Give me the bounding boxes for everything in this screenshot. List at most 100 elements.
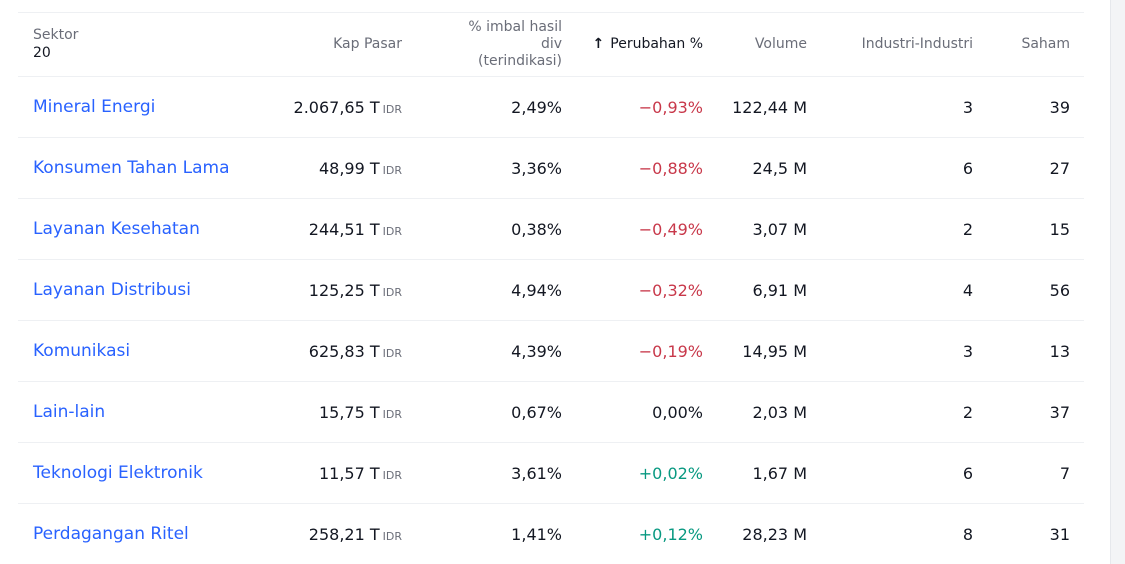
column-header-market-cap[interactable]: Kap Pasar <box>248 12 416 77</box>
table-row[interactable]: Layanan Kesehatan 244,51 T IDR 0,38% −0,49% 3… <box>18 199 1084 260</box>
industries-cell: 6 <box>962 158 973 178</box>
table-body: Mineral Energi 2.067,65 T IDR 2,49% −0,93% 12… <box>18 77 1084 564</box>
sector-link[interactable]: Layanan Kesehatan <box>33 219 200 239</box>
currency-label: IDR <box>382 346 402 360</box>
sort-ascending-icon: ↑ <box>592 36 605 52</box>
sector-link[interactable]: Perdagangan Ritel <box>33 524 189 544</box>
div-yield-cell: 0,38% <box>511 219 562 239</box>
stocks-cell: 39 <box>1049 97 1070 117</box>
change-cell: −0,93% <box>638 97 703 117</box>
market-cap-cell: 11,57 T IDR <box>248 443 416 504</box>
sector-cell: Lain-lain <box>18 382 248 443</box>
table-row[interactable]: Konsumen Tahan Lama 48,99 T IDR 3,36% −0,88%… <box>18 138 1084 199</box>
stocks-cell: 56 <box>1049 280 1070 300</box>
table-row[interactable]: Mineral Energi 2.067,65 T IDR 2,49% −0,93% 12… <box>18 77 1084 138</box>
industries-cell: 3 <box>962 97 973 117</box>
div-yield-cell: 1,41% <box>511 524 562 544</box>
stocks-cell: 31 <box>1049 524 1070 544</box>
industries-cell: 2 <box>962 219 973 239</box>
industries-cell: 4 <box>962 280 973 300</box>
change-cell: +0,02% <box>638 463 703 483</box>
volume-cell: 28,23 M <box>742 524 807 544</box>
sector-header-label: Sektor <box>33 27 79 43</box>
volume-cell: 1,67 M <box>752 463 807 483</box>
industries-cell: 6 <box>962 463 973 483</box>
market-cap-value: 11,57 T <box>318 463 380 483</box>
div-yield-cell: 2,49% <box>511 97 562 117</box>
right-edge-panel <box>1110 0 1125 564</box>
column-header-change[interactable]: ↑ Perubahan % <box>576 12 717 77</box>
table-row[interactable]: Layanan Distribusi 125,25 T IDR 4,94% −0,32%… <box>18 260 1084 321</box>
currency-label: IDR <box>382 163 402 177</box>
div-yield-cell: 3,36% <box>511 158 562 178</box>
currency-label: IDR <box>382 529 402 543</box>
currency-label: IDR <box>382 468 402 482</box>
market-cap-cell: 258,21 T IDR <box>248 504 416 564</box>
sector-cell: Perdagangan Ritel <box>18 504 248 564</box>
currency-label: IDR <box>382 102 402 116</box>
market-cap-value: 125,25 T <box>308 280 380 300</box>
sector-count: 20 <box>33 45 51 61</box>
sector-cell: Layanan Kesehatan <box>18 199 248 260</box>
sector-table: Sektor 20 Kap Pasar % imbal hasil div (t… <box>18 12 1084 564</box>
column-header-div-yield[interactable]: % imbal hasil div (terindikasi) <box>416 12 576 77</box>
sector-link[interactable]: Lain-lain <box>33 402 106 422</box>
div-yield-header-line2: div <box>540 36 562 52</box>
table-row[interactable]: Komunikasi 625,83 T IDR 4,39% −0,19% 14,95 M 3… <box>18 321 1084 382</box>
industries-cell: 2 <box>962 402 973 422</box>
industries-cell: 3 <box>962 341 973 361</box>
currency-label: IDR <box>382 407 402 421</box>
sector-cell: Layanan Distribusi <box>18 260 248 321</box>
volume-cell: 122,44 M <box>732 97 807 117</box>
div-yield-cell: 0,67% <box>511 402 562 422</box>
table-row[interactable]: Teknologi Elektronik 11,57 T IDR 3,61% +0,02… <box>18 443 1084 504</box>
market-cap-value: 244,51 T <box>308 219 380 239</box>
sector-cell: Komunikasi <box>18 321 248 382</box>
column-header-volume[interactable]: Volume <box>717 12 821 77</box>
volume-cell: 3,07 M <box>752 219 807 239</box>
change-cell: −0,49% <box>638 219 703 239</box>
stocks-header-label: Saham <box>1021 36 1070 52</box>
market-cap-value: 258,21 T <box>308 524 380 544</box>
market-cap-value: 2.067,65 T <box>293 97 380 117</box>
industries-header-label: Industri-Industri <box>861 36 973 52</box>
change-cell: −0,19% <box>638 341 703 361</box>
sector-cell: Konsumen Tahan Lama <box>18 138 248 199</box>
market-cap-value: 48,99 T <box>318 158 380 178</box>
table-row[interactable]: Perdagangan Ritel 258,21 T IDR 1,41% +0,12% 2… <box>18 504 1084 564</box>
market-cap-cell: 2.067,65 T IDR <box>248 77 416 138</box>
change-cell: +0,12% <box>638 524 703 544</box>
volume-cell: 6,91 M <box>752 280 807 300</box>
header-row: Sektor 20 Kap Pasar % imbal hasil div (t… <box>18 12 1084 77</box>
div-yield-cell: 4,39% <box>511 341 562 361</box>
stocks-cell: 15 <box>1049 219 1070 239</box>
market-cap-cell: 15,75 T IDR <box>248 382 416 443</box>
change-cell: −0,32% <box>638 280 703 300</box>
table-row[interactable]: Lain-lain 15,75 T IDR 0,67% 0,00% 2,03 M 2 37 <box>18 382 1084 443</box>
sector-link[interactable]: Komunikasi <box>33 341 131 361</box>
table-header: Sektor 20 Kap Pasar % imbal hasil div (t… <box>18 12 1084 77</box>
market-cap-cell: 48,99 T IDR <box>248 138 416 199</box>
market-cap-cell: 244,51 T IDR <box>248 199 416 260</box>
sector-link[interactable]: Mineral Energi <box>33 97 156 117</box>
market-cap-value: 625,83 T <box>308 341 380 361</box>
stocks-cell: 37 <box>1049 402 1070 422</box>
sector-link[interactable]: Layanan Distribusi <box>33 280 191 300</box>
column-header-sector[interactable]: Sektor 20 <box>18 12 248 77</box>
change-header-label: Perubahan % <box>610 36 703 52</box>
stocks-cell: 13 <box>1049 341 1070 361</box>
column-header-stocks[interactable]: Saham <box>987 12 1084 77</box>
market-cap-header-label: Kap Pasar <box>333 36 402 52</box>
market-cap-value: 15,75 T <box>318 402 380 422</box>
stocks-cell: 27 <box>1049 158 1070 178</box>
sector-link[interactable]: Teknologi Elektronik <box>33 463 203 483</box>
column-header-industries[interactable]: Industri-Industri <box>821 12 987 77</box>
div-yield-header-line3: (terindikasi) <box>478 53 562 69</box>
stocks-cell: 7 <box>1059 463 1070 483</box>
market-cap-cell: 125,25 T IDR <box>248 260 416 321</box>
market-cap-cell: 625,83 T IDR <box>248 321 416 382</box>
volume-header-label: Volume <box>754 36 807 52</box>
sector-link[interactable]: Konsumen Tahan Lama <box>33 158 230 178</box>
change-cell: −0,88% <box>638 158 703 178</box>
